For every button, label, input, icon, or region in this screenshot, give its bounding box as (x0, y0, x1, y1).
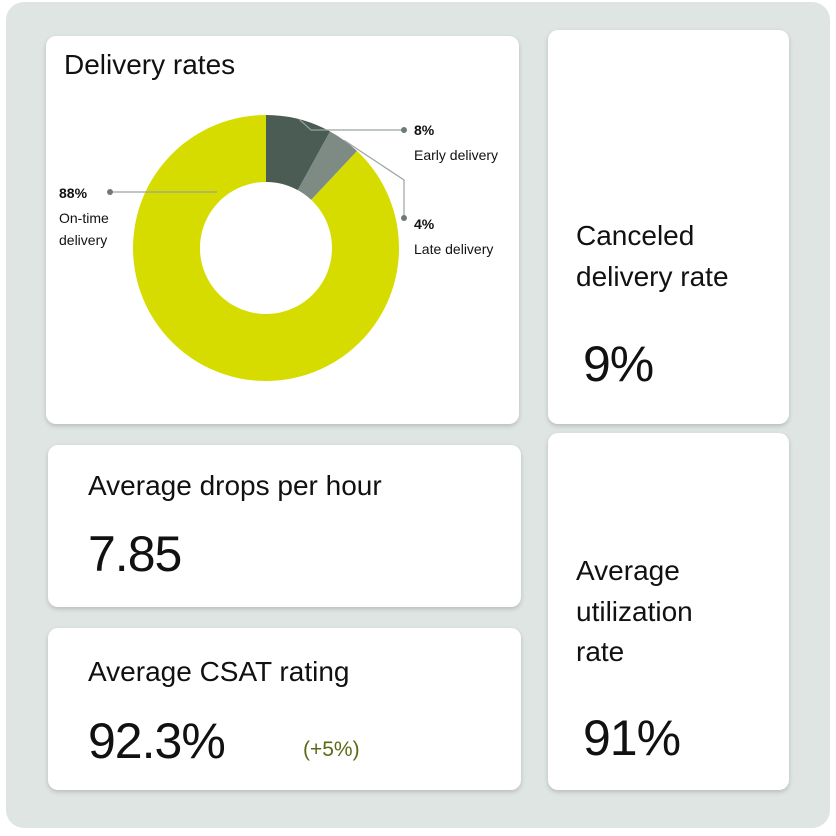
drops-per-hour-card: Average drops per hour 7.85 (48, 445, 521, 607)
canceled-delivery-title: Canceled delivery rate (576, 220, 729, 292)
drops-per-hour-value: 7.85 (88, 526, 182, 582)
csat-rating-value: 92.3% (88, 713, 226, 769)
donut-slice-early (266, 115, 331, 191)
early-delivery-leader-line (298, 118, 404, 131)
drops-per-hour-title: Average drops per hour (88, 470, 382, 501)
delivery-rates-card: Delivery rates 8% Early delivery 4% Late… (46, 36, 519, 424)
delivery-rates-title: Delivery rates (64, 49, 236, 80)
on-time-delivery-leader-dot (107, 189, 113, 195)
early-delivery-value: 8% (414, 122, 435, 138)
canceled-delivery-card: Canceled delivery rate 9% (548, 30, 789, 424)
on-time-delivery-value: 88% (59, 185, 88, 201)
donut-slice-on-time (133, 115, 400, 382)
late-delivery-value: 4% (414, 216, 435, 232)
canceled-delivery-value: 9% (583, 336, 654, 392)
early-delivery-leader-dot (401, 127, 407, 133)
csat-change-badge: (+5%) (303, 738, 360, 761)
csat-rating-title: Average CSAT rating (88, 656, 350, 687)
utilization-value: 91% (583, 710, 681, 766)
late-delivery-leader-dot (401, 215, 407, 221)
utilization-card: Average utilization rate 91% (548, 433, 789, 790)
early-delivery-label: Early delivery (414, 147, 499, 163)
delivery-donut-chart (107, 115, 407, 382)
on-time-delivery-label: On-time delivery (59, 210, 109, 248)
csat-rating-card: Average CSAT rating 92.3% (+5%) (48, 628, 521, 790)
donut-slice-late (297, 131, 358, 200)
late-delivery-leader-line (343, 139, 405, 216)
late-delivery-label: Late delivery (414, 241, 494, 257)
utilization-title: Average utilization rate (576, 555, 693, 668)
